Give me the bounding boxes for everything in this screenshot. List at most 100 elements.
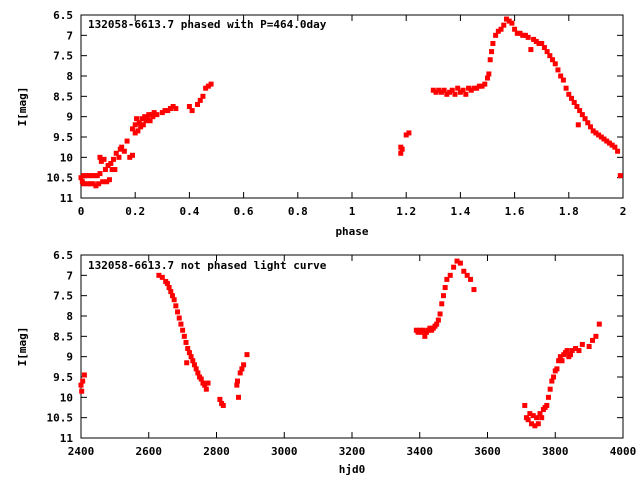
- chart-1-data-point: [92, 173, 98, 179]
- chart-1-data-point: [547, 53, 553, 59]
- chart-1-data-point: [111, 156, 117, 162]
- chart-1-data-point: [208, 81, 214, 87]
- chart-1-data-point: [105, 162, 111, 168]
- chart-1-data-point: [460, 87, 466, 93]
- chart-1-data-point: [552, 61, 558, 67]
- chart-2-data-point: [529, 421, 535, 427]
- chart-1-data-point: [93, 183, 99, 189]
- chart-1-data-point: [136, 120, 142, 126]
- chart-1-y-tick-label: 7.5: [53, 50, 73, 63]
- chart-1-data-point: [528, 47, 534, 53]
- chart-2-data-point: [181, 333, 187, 339]
- chart-2-data-point: [156, 272, 162, 278]
- chart-1-data-point: [119, 144, 125, 150]
- chart-1-data-point: [113, 150, 119, 156]
- chart-2-data-point: [559, 358, 565, 364]
- chart-2-data-point: [537, 411, 543, 417]
- chart-1-data-point: [615, 148, 621, 154]
- chart-1-data-point: [574, 104, 580, 109]
- chart-2-y-tick-label: 10.5: [47, 412, 74, 425]
- chart-2-data-point: [164, 280, 170, 286]
- chart-1-data-point: [612, 144, 618, 150]
- chart-1-data-point: [617, 173, 623, 179]
- chart-2-y-tick-label: 6.5: [53, 249, 73, 262]
- chart-1-data-point: [433, 89, 439, 95]
- chart-1-data-point: [94, 173, 100, 179]
- chart-2-data-point: [471, 287, 477, 293]
- chart-1-x-tick-label: 1: [349, 205, 356, 218]
- chart-1-x-tick-label: 1.6: [505, 205, 525, 218]
- chart-1-data-point: [452, 91, 458, 97]
- chart-1-y-axis-label: I[mag]: [16, 87, 29, 127]
- chart-2-data-point: [586, 344, 592, 349]
- chart-1-data-point: [444, 91, 450, 97]
- chart-1-x-tick-label: 0.6: [234, 205, 254, 218]
- chart-2-data-point: [530, 413, 536, 419]
- chart-2-data-point: [522, 402, 528, 408]
- chart-1-data-point: [100, 179, 106, 185]
- chart-1-data-point: [593, 130, 599, 136]
- chart-1-data-point: [173, 106, 179, 112]
- chart-1-data-point: [474, 85, 480, 91]
- chart-2-data-point: [159, 274, 165, 280]
- chart-1-data-point: [109, 167, 115, 173]
- chart-2-data-point: [183, 339, 189, 345]
- chart-2-data-point: [547, 386, 553, 392]
- chart-2-data-point: [435, 317, 441, 323]
- chart-2-data-point: [447, 272, 453, 278]
- chart-1-data-point: [97, 154, 103, 160]
- chart-1-panel: 0 0.2 0.4 0.6 0.8 1 1.2 1.4 1.6 1.8 2 6.5 7 7.5 8 8.5 9 9…: [16, 9, 626, 238]
- chart-1-data-point: [81, 173, 87, 179]
- chart-2-data-point: [195, 370, 201, 376]
- chart-2-data-point: [554, 366, 560, 372]
- chart-1-data-point: [129, 152, 135, 158]
- chart-2-data-point: [169, 293, 175, 299]
- chart-2-data-point: [527, 411, 533, 417]
- chart-2-panel: 2400 2600 2800 3000 3200 3400 3600 3800 4000 6.5 7…: [16, 249, 636, 476]
- chart-2-data-point: [175, 309, 181, 315]
- chart-2-data-point: [171, 297, 177, 303]
- chart-2-y-tick-label: 9: [66, 351, 73, 364]
- chart-2-data-point: [191, 362, 197, 368]
- chart-1-data-point: [151, 110, 157, 116]
- chart-1-data-point: [495, 28, 501, 34]
- chart-1-data-point: [575, 122, 581, 128]
- chart-1-data-point: [436, 87, 442, 93]
- chart-2-data-point: [236, 394, 242, 400]
- chart-2-data-point: [241, 362, 247, 368]
- chart-1-data-point: [531, 36, 537, 42]
- chart-2-x-tick-label: 4000: [610, 445, 637, 458]
- chart-1-data-point: [89, 173, 95, 179]
- chart-2-x-tick-label: 3600: [474, 445, 501, 458]
- chart-1-data-point: [438, 89, 444, 95]
- chart-2-data-point: [80, 378, 86, 384]
- chart-2-y-tick-label: 9.5: [53, 371, 73, 384]
- chart-1-data-point: [468, 87, 474, 93]
- chart-2-x-tick-label: 2400: [68, 445, 95, 458]
- chart-1-x-tick-label: 0.8: [288, 205, 308, 218]
- chart-1-data-point: [127, 154, 133, 160]
- chart-2-data-point: [202, 382, 208, 388]
- chart-2-data-point: [440, 293, 446, 299]
- chart-1-data-point: [90, 181, 96, 187]
- chart-1-data-point: [514, 30, 520, 36]
- chart-1-x-axis-label: phase: [335, 225, 368, 238]
- chart-1-data-point: [139, 116, 145, 122]
- chart-1-data-point: [566, 91, 572, 97]
- chart-2-data-point: [78, 382, 84, 388]
- chart-1-data-point: [571, 99, 577, 105]
- chart-2-data-point: [573, 346, 579, 352]
- chart-1-data-point: [490, 40, 496, 46]
- chart-1-data-point: [587, 124, 593, 130]
- chart-1-data-point: [533, 38, 539, 44]
- chart-1-data-point: [463, 91, 469, 97]
- chart-1-x-tick-label: 2: [620, 205, 627, 218]
- chart-1-data-point: [604, 138, 610, 144]
- chart-1-data-point: [558, 73, 564, 79]
- chart-1-y-tick-label: 8: [66, 70, 73, 83]
- chart-2-y-tick-label: 11: [60, 432, 74, 445]
- chart-2-data-point: [173, 303, 179, 309]
- chart-1-data-point: [406, 130, 412, 136]
- chart-2-data-point: [178, 321, 184, 327]
- chart-1-data-point: [539, 40, 545, 46]
